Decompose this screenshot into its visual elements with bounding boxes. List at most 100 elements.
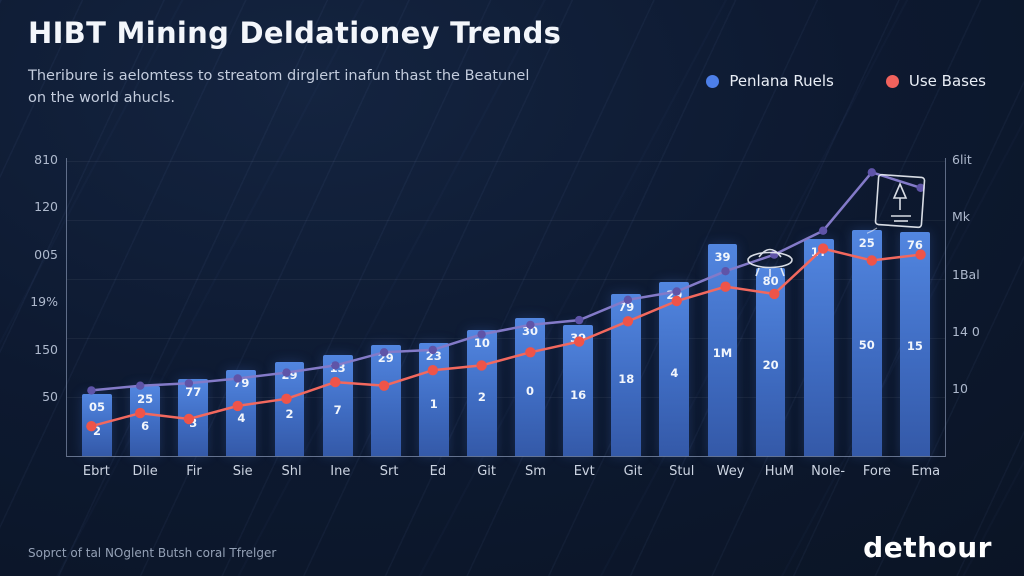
bar-value-label: 05 bbox=[89, 400, 106, 415]
y-axis-tick-label: 1Bal bbox=[952, 266, 980, 282]
legend-item-use-bases: Use Bases bbox=[885, 72, 986, 90]
x-axis-label: HuM bbox=[764, 464, 794, 479]
bar-value-label: 29 bbox=[377, 351, 394, 366]
x-axis-label: Ebrt bbox=[82, 464, 110, 479]
bar-slot: 30 0 bbox=[506, 158, 554, 456]
bar: 79 4 bbox=[226, 370, 257, 456]
x-axis-label: Dile bbox=[132, 464, 158, 479]
x-axis-label: Evt bbox=[573, 464, 595, 479]
source-note: Soprct of tal NOglent Butsh coral Tfrelg… bbox=[28, 546, 277, 560]
y-axis-tick-label: 150 bbox=[34, 341, 58, 357]
bar-value-label: 30 bbox=[522, 323, 539, 338]
x-axis-label: Ema bbox=[911, 464, 941, 479]
bar: 29 bbox=[370, 345, 401, 456]
x-axis-label: Wey bbox=[716, 464, 745, 479]
chart-subtitle: Theribure is aelomtess to streatom dirgl… bbox=[28, 66, 568, 110]
bar: 80 20 bbox=[755, 267, 786, 456]
bar-value-label: 10 bbox=[473, 335, 490, 350]
bar-slot: 29 bbox=[362, 158, 410, 456]
subtitle-line-1: Theribure is aelomtess to streatom dirgl… bbox=[28, 68, 530, 84]
bar-value-label: 16 bbox=[570, 387, 587, 402]
x-axis-label: Nole- bbox=[811, 464, 846, 479]
chart-title: HIBT Mining Deldationey Trends bbox=[28, 16, 562, 50]
bar-value-label: 23 bbox=[425, 348, 442, 363]
x-axis-label: Srt bbox=[379, 464, 399, 479]
bar-value-label: 7 bbox=[333, 403, 342, 418]
bar-value-label: 29 bbox=[666, 287, 683, 302]
bar: 25 50 bbox=[851, 229, 882, 456]
legend: Penlana Ruels Use Bases bbox=[706, 72, 986, 90]
x-axis-label: Fir bbox=[186, 464, 202, 479]
y-axis-left: 810 120 005 19% 150 50 bbox=[8, 152, 58, 404]
brand-logo: dethour bbox=[863, 531, 992, 564]
bar-value-label: 80 bbox=[762, 273, 779, 288]
legend-red-dot-icon bbox=[885, 74, 899, 88]
bar-value-label: 6 bbox=[141, 419, 150, 434]
bar: 1T bbox=[803, 239, 834, 456]
bar-value-label: 39 bbox=[570, 330, 587, 345]
bar-slot: 77 3 bbox=[169, 158, 217, 456]
bar-value-label: 2 bbox=[477, 390, 486, 405]
bar-slot: 39 16 bbox=[554, 158, 602, 456]
bar-slot: 76 15 bbox=[891, 158, 939, 456]
bar-value-label: 3 bbox=[189, 415, 198, 430]
x-axis-label: Ine bbox=[330, 464, 351, 479]
y-axis-tick-label: Mk bbox=[952, 209, 971, 225]
y-axis-tick-label: 19% bbox=[30, 294, 58, 310]
x-axis-label: Git bbox=[623, 464, 643, 479]
y-axis-tick-label: 14 0 bbox=[952, 323, 980, 339]
bar-slot: 13 7 bbox=[314, 158, 362, 456]
x-axis-labels: Ebrt Dile Fir Sie Shl Ine Srt Ed Git Sm Evt Git Stul… bbox=[66, 464, 956, 479]
bar: 13 7 bbox=[322, 354, 353, 456]
bar-value-label: 1M bbox=[712, 345, 733, 360]
legend-item-penlana-ruels: Penlana Ruels bbox=[706, 72, 834, 90]
bar: 39 16 bbox=[563, 324, 594, 456]
y-axis-tick-label: 810 bbox=[34, 152, 58, 167]
x-axis-label: Shl bbox=[281, 464, 302, 479]
bar-value-label: 2 bbox=[285, 407, 294, 422]
y-axis-tick-label: 005 bbox=[34, 246, 58, 262]
y-axis-right: 6lit Mk 1Bal 14 0 10 bbox=[952, 152, 1012, 396]
bar-value-label: 1T bbox=[810, 245, 827, 260]
x-axis-label: Git bbox=[477, 464, 497, 479]
bar-value-label: 13 bbox=[329, 360, 346, 375]
bar-value-label: 79 bbox=[618, 299, 635, 314]
legend-label: Use Bases bbox=[908, 72, 986, 90]
bar-slot: 39 1M bbox=[698, 158, 746, 456]
bar-slot: 79 18 bbox=[602, 158, 650, 456]
y-axis-tick-label: 120 bbox=[34, 199, 58, 215]
bar: 77 3 bbox=[178, 378, 209, 456]
plot-area: 05 2 25 6 77 3 79 4 29 2 13 7 29 23 1 10 2 30 0 39 16 79 18 29 4… bbox=[66, 158, 946, 457]
bar-value-label: 4 bbox=[237, 411, 246, 426]
bar: 79 18 bbox=[611, 293, 642, 456]
bar: 76 15 bbox=[900, 231, 930, 456]
bar-slot: 1T bbox=[795, 158, 843, 456]
y-axis-tick-label: 6lit bbox=[952, 152, 972, 167]
y-axis-tick-label: 50 bbox=[42, 388, 58, 404]
bar-value-label: 2 bbox=[93, 423, 102, 438]
x-axis-label: Fore bbox=[862, 464, 891, 479]
bar-value-label: 1 bbox=[429, 397, 438, 412]
bar-value-label: 25 bbox=[137, 391, 154, 406]
bar-slot: 29 4 bbox=[650, 158, 698, 456]
bars: 05 2 25 6 77 3 79 4 29 2 13 7 29 23 1 10 2 30 0 39 16 79 18 29 4… bbox=[67, 158, 945, 456]
bar-value-label: 39 bbox=[714, 249, 731, 264]
bar-value-label: 29 bbox=[281, 367, 298, 382]
x-axis-label: Ed bbox=[429, 464, 447, 479]
bar-slot: 29 2 bbox=[265, 158, 313, 456]
bar-slot: 10 2 bbox=[458, 158, 506, 456]
bar-value-label: 20 bbox=[762, 358, 779, 373]
bar-value-label: 4 bbox=[670, 365, 679, 380]
bar-slot: 23 1 bbox=[410, 158, 458, 456]
bar: 30 0 bbox=[515, 317, 545, 456]
bar-slot: 79 4 bbox=[217, 158, 265, 456]
bar-value-label: 18 bbox=[618, 371, 635, 386]
subtitle-line-2: on the world ahucls. bbox=[28, 89, 176, 106]
bar-value-label: 15 bbox=[906, 339, 923, 354]
bar: 23 1 bbox=[418, 342, 449, 456]
bar-slot: 25 50 bbox=[843, 158, 891, 456]
bar: 29 2 bbox=[274, 361, 305, 456]
bar-value-label: 50 bbox=[858, 338, 875, 353]
bar-slot: 05 2 bbox=[73, 158, 121, 456]
